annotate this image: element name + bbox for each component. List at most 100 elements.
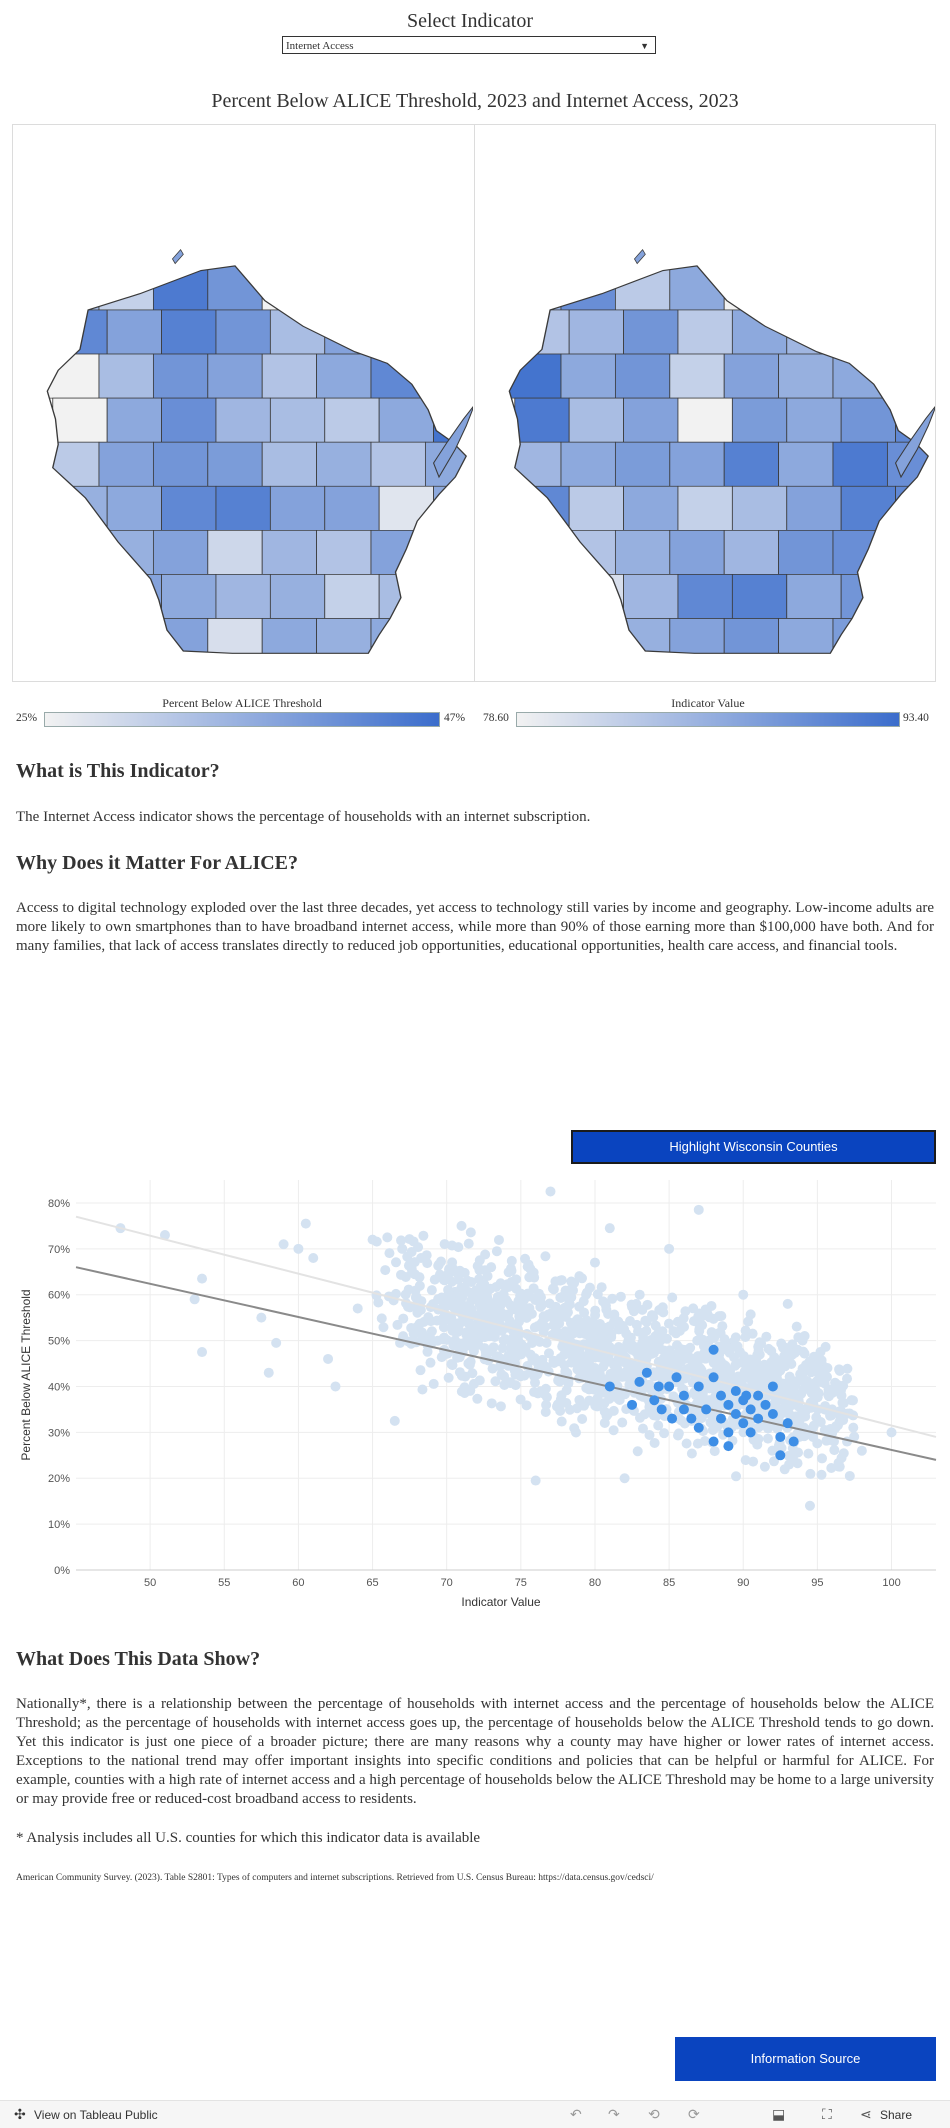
- refresh-icon[interactable]: ⟳: [688, 2106, 700, 2122]
- wisconsin-county-point[interactable]: [701, 1404, 712, 1415]
- us-county-point[interactable]: [515, 1289, 526, 1300]
- x-tick-label: 70: [441, 1577, 453, 1589]
- us-county-point[interactable]: [604, 1223, 615, 1234]
- wisconsin-county-point[interactable]: [634, 1376, 645, 1387]
- wisconsin-county-point[interactable]: [678, 1404, 689, 1415]
- us-county-point[interactable]: [389, 1415, 400, 1426]
- y-tick-label: 50%: [48, 1336, 70, 1348]
- us-county-point[interactable]: [738, 1289, 749, 1300]
- us-county-point[interactable]: [263, 1367, 274, 1378]
- wisconsin-county-point[interactable]: [741, 1390, 752, 1401]
- wisconsin-county-point[interactable]: [708, 1372, 719, 1383]
- share-icon[interactable]: ⋖: [860, 2106, 872, 2122]
- wisconsin-county-point[interactable]: [693, 1381, 704, 1392]
- us-county-point[interactable]: [530, 1475, 541, 1486]
- redo-icon[interactable]: ↷: [608, 2106, 620, 2122]
- us-county-point[interactable]: [323, 1353, 334, 1364]
- wisconsin-county-point[interactable]: [653, 1381, 664, 1392]
- us-county-point[interactable]: [271, 1337, 282, 1348]
- wisconsin-county-point[interactable]: [664, 1381, 675, 1392]
- wisconsin-county-point[interactable]: [708, 1436, 719, 1447]
- highlight-wisconsin-button[interactable]: Highlight Wisconsin Counties: [571, 1130, 936, 1164]
- wisconsin-county-point[interactable]: [716, 1390, 726, 1401]
- us-county-point[interactable]: [367, 1234, 378, 1245]
- us-county-point[interactable]: [426, 1285, 437, 1296]
- us-county-point[interactable]: [886, 1427, 897, 1438]
- us-county-point[interactable]: [159, 1230, 170, 1241]
- wisconsin-map-alice[interactable]: [13, 125, 473, 681]
- wisconsin-county-point[interactable]: [782, 1418, 793, 1429]
- wisconsin-county-point[interactable]: [723, 1441, 734, 1452]
- legend-right-min: 78.60: [483, 712, 509, 724]
- wisconsin-county-point[interactable]: [641, 1367, 652, 1378]
- wisconsin-map-internet[interactable]: [475, 125, 935, 681]
- wisconsin-county-point[interactable]: [671, 1372, 682, 1383]
- undo-icon[interactable]: ↶: [570, 2106, 582, 2122]
- us-county-point[interactable]: [693, 1204, 704, 1215]
- us-county-point[interactable]: [397, 1243, 408, 1254]
- wisconsin-trend-line: [75, 1266, 937, 1461]
- wisconsin-county-point[interactable]: [760, 1399, 771, 1410]
- information-source-button[interactable]: Information Source: [675, 2037, 936, 2081]
- wisconsin-county-point[interactable]: [627, 1399, 638, 1410]
- wisconsin-county-point[interactable]: [753, 1390, 764, 1401]
- wisconsin-county-point[interactable]: [656, 1404, 667, 1415]
- us-county-point[interactable]: [197, 1347, 208, 1358]
- wisconsin-county-point[interactable]: [745, 1427, 756, 1438]
- x-tick-label: 100: [882, 1577, 900, 1589]
- wisconsin-county-point[interactable]: [667, 1413, 678, 1424]
- download-icon[interactable]: ⬓: [772, 2106, 786, 2122]
- wisconsin-county-point[interactable]: [730, 1409, 741, 1419]
- us-county-point[interactable]: [560, 1326, 571, 1337]
- wisconsin-county-point[interactable]: [745, 1404, 756, 1415]
- wisconsin-county-point[interactable]: [767, 1409, 778, 1419]
- us-county-point[interactable]: [782, 1298, 793, 1309]
- wisconsin-county-point[interactable]: [788, 1436, 799, 1447]
- wisconsin-county-point[interactable]: [738, 1418, 749, 1429]
- wisconsin-county-point[interactable]: [767, 1381, 778, 1392]
- us-county-point[interactable]: [300, 1218, 311, 1229]
- wisconsin-county-point[interactable]: [753, 1413, 764, 1424]
- wisconsin-county-point[interactable]: [723, 1399, 734, 1410]
- us-county-point[interactable]: [278, 1239, 289, 1250]
- us-county-point[interactable]: [589, 1257, 600, 1268]
- us-county-point[interactable]: [293, 1243, 304, 1254]
- us-county-point[interactable]: [812, 1363, 823, 1374]
- wisconsin-county-point[interactable]: [649, 1395, 660, 1406]
- wisconsin-county-point[interactable]: [686, 1413, 697, 1424]
- wisconsin-county-point[interactable]: [604, 1381, 615, 1392]
- wisconsin-county-point[interactable]: [775, 1450, 786, 1461]
- us-county-point[interactable]: [545, 1186, 556, 1197]
- indicator-dropdown[interactable]: Internet Access ▼: [282, 36, 656, 54]
- revert-icon[interactable]: ⟲: [648, 2106, 660, 2122]
- us-county-point[interactable]: [352, 1303, 363, 1314]
- wisconsin-county-point[interactable]: [708, 1344, 719, 1355]
- x-tick-label: 60: [292, 1577, 304, 1589]
- us-county-point[interactable]: [797, 1335, 808, 1346]
- y-tick-label: 70%: [48, 1244, 70, 1256]
- y-tick-label: 10%: [48, 1519, 70, 1531]
- wisconsin-county-point[interactable]: [716, 1413, 726, 1424]
- wisconsin-county-point[interactable]: [723, 1427, 734, 1438]
- wisconsin-county-point[interactable]: [775, 1431, 786, 1442]
- view-on-tableau-link[interactable]: View on Tableau Public: [34, 2108, 158, 2122]
- us-county-point[interactable]: [330, 1381, 341, 1392]
- us-county-point[interactable]: [856, 1445, 867, 1456]
- us-county-point[interactable]: [804, 1500, 815, 1511]
- us-county-point[interactable]: [486, 1262, 497, 1273]
- us-county-point[interactable]: [189, 1294, 200, 1305]
- us-county-point[interactable]: [456, 1220, 467, 1231]
- wisconsin-county-point[interactable]: [730, 1386, 741, 1397]
- y-tick-label: 80%: [48, 1198, 70, 1210]
- data-show-text: Nationally*, there is a relationship bet…: [16, 1696, 934, 1807]
- legend-left-min: 25%: [16, 712, 38, 724]
- us-county-point[interactable]: [308, 1253, 319, 1263]
- wisconsin-county-point[interactable]: [693, 1422, 704, 1433]
- share-button[interactable]: Share: [880, 2108, 913, 2122]
- us-county-point[interactable]: [619, 1473, 630, 1484]
- us-county-point[interactable]: [256, 1312, 267, 1323]
- us-county-point[interactable]: [664, 1243, 675, 1254]
- wisconsin-county-point[interactable]: [678, 1390, 689, 1401]
- us-county-point[interactable]: [197, 1273, 208, 1284]
- fullscreen-icon[interactable]: ⛶: [822, 2106, 832, 2122]
